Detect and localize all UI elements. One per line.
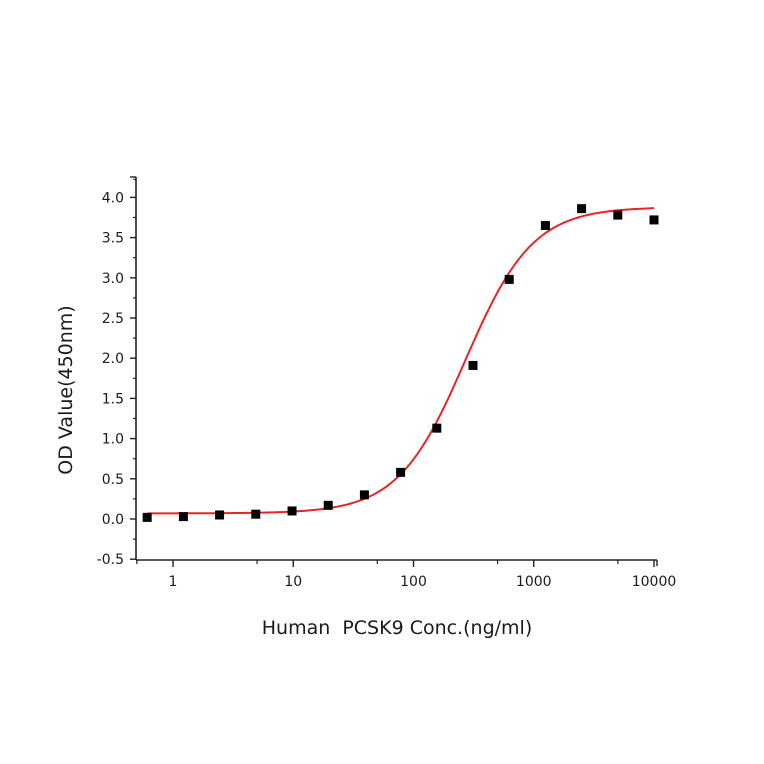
data-point-marker	[468, 360, 478, 370]
y-tick-label: 1.5	[102, 391, 124, 407]
data-point-marker	[323, 500, 333, 510]
data-point-marker	[577, 204, 587, 214]
y-tick-label: -0.5	[97, 552, 124, 568]
y-tick-label: 4.0	[102, 190, 124, 206]
data-point-marker	[287, 506, 297, 516]
fit-curve-path	[147, 207, 655, 515]
y-tick-label: 0.0	[102, 512, 124, 528]
data-point-marker	[432, 423, 442, 433]
y-tick-label: 2.0	[102, 351, 124, 367]
x-tick-label: 1000	[516, 574, 552, 590]
x-axis-title: Human PCSK9 Conc.(ng/ml)	[262, 617, 533, 639]
y-axis-ticks: -0.5 0.0 0.5 1.0 1.5 2.0 2.5 3.0 3.5 4.0	[97, 178, 136, 568]
data-points	[142, 204, 659, 522]
data-point-marker	[396, 467, 406, 477]
x-tick-label: 10	[284, 574, 302, 590]
data-point-marker	[251, 509, 261, 519]
data-point-marker	[504, 274, 514, 284]
axes	[130, 176, 658, 566]
data-point-marker	[215, 510, 225, 520]
data-point-marker	[142, 512, 152, 522]
y-tick-label: 3.0	[102, 271, 124, 287]
y-axis-title: OD Value(450nm)	[55, 305, 77, 474]
x-axis-ticks: 1 10 100 1000 10000	[136, 560, 677, 590]
y-tick-label: 0.5	[102, 472, 124, 488]
y-tick-label: 2.5	[102, 311, 124, 327]
fit-curve	[147, 207, 655, 515]
data-point-marker	[613, 210, 623, 220]
x-tick-label: 1	[169, 574, 178, 590]
x-tick-label: 10000	[632, 574, 677, 590]
data-point-marker	[178, 512, 188, 522]
data-point-marker	[649, 215, 659, 225]
x-tick-label: 100	[400, 574, 427, 590]
y-tick-label: 1.0	[102, 432, 124, 448]
data-point-marker	[359, 490, 369, 500]
data-point-marker	[540, 221, 550, 231]
y-tick-label: 3.5	[102, 231, 124, 247]
